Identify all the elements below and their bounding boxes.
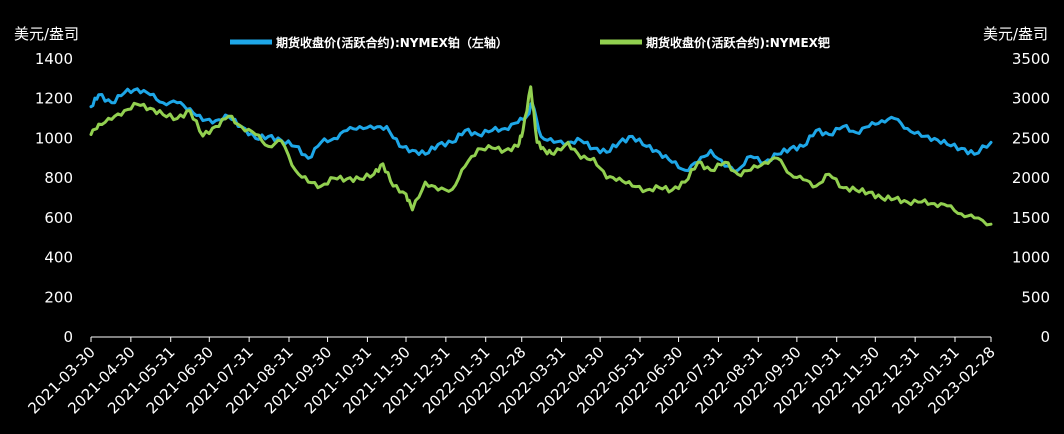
legend: 期货收盘价(活跃合约):NYMEX铂（左轴） 期货收盘价(活跃合约):NYMEX… (230, 35, 830, 50)
y-left-tick-label: 1400 (35, 50, 73, 68)
right-axis-unit: 美元/盎司 (983, 25, 1048, 43)
y-right-tick-label: 1000 (1012, 249, 1050, 267)
y-right-tick-label: 3500 (1012, 50, 1050, 68)
y-right-tick-label: 2500 (1012, 129, 1050, 147)
x-axis: 2021-03-302021-04-302021-05-312021-06-30… (24, 336, 999, 417)
y-right-tick-label: 500 (1021, 288, 1050, 306)
y-left-tick-label: 1000 (35, 129, 73, 147)
legend-label-palladium: 期货收盘价(活跃合约):NYMEX钯 (646, 35, 830, 50)
series-line-platinum (89, 87, 993, 174)
y-left-tick-label: 0 (63, 328, 73, 346)
y-right-tick-label: 3000 (1012, 90, 1050, 108)
y-right-axis-ticks: 0 500 1000 1500 2000 2500 3000 3500 (1012, 50, 1050, 346)
y-left-tick-label: 800 (44, 169, 73, 187)
y-left-tick-label: 600 (44, 209, 73, 227)
y-left-tick-label: 400 (44, 249, 73, 267)
y-right-tick-label: 1500 (1012, 209, 1050, 227)
y-left-tick-label: 200 (44, 288, 73, 306)
y-right-tick-label: 2000 (1012, 169, 1050, 187)
series-lines (89, 85, 993, 227)
series-line-palladium (89, 85, 993, 227)
y-right-tick-label: 0 (1040, 328, 1050, 346)
left-axis-unit: 美元/盎司 (14, 25, 79, 43)
y-left-axis-ticks: 0 200 400 600 800 1000 1200 1400 (35, 50, 73, 346)
y-left-tick-label: 1200 (35, 90, 73, 108)
legend-label-platinum: 期货收盘价(活跃合约):NYMEX铂（左轴） (276, 35, 508, 50)
